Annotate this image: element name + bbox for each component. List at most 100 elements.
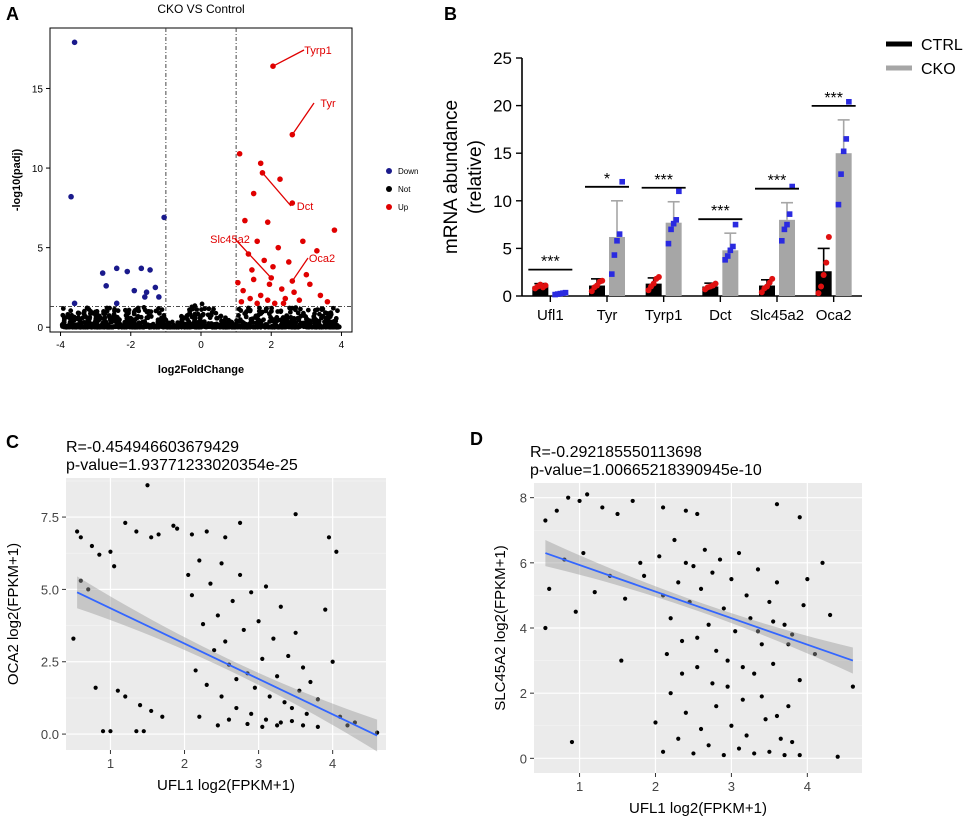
data-point bbox=[812, 651, 818, 657]
data-point bbox=[230, 598, 235, 604]
down-point bbox=[99, 270, 106, 276]
data-point bbox=[581, 550, 586, 556]
cko-data-point bbox=[786, 211, 793, 217]
data-point bbox=[714, 704, 719, 709]
data-point bbox=[278, 720, 283, 725]
not-point bbox=[335, 308, 340, 314]
x-axis-label: log2FoldChange bbox=[158, 364, 244, 376]
category-label: Slc45a2 bbox=[750, 307, 804, 324]
not-point bbox=[206, 306, 212, 312]
data-point bbox=[679, 638, 685, 644]
not-point bbox=[92, 309, 98, 315]
up-point bbox=[282, 295, 289, 302]
up-point bbox=[242, 217, 248, 224]
data-point bbox=[657, 554, 662, 559]
data-point bbox=[577, 498, 582, 504]
up-point bbox=[307, 281, 313, 288]
data-point bbox=[304, 711, 309, 716]
not-point bbox=[269, 316, 275, 322]
not-point bbox=[198, 319, 204, 325]
data-point bbox=[676, 580, 681, 585]
up-point bbox=[300, 238, 306, 245]
not-point bbox=[192, 303, 198, 309]
regression-line bbox=[76, 591, 378, 737]
down-point bbox=[113, 300, 120, 307]
not-point bbox=[64, 324, 70, 329]
not-point bbox=[141, 305, 147, 310]
data-point bbox=[729, 723, 734, 728]
x-tick-label: 1 bbox=[576, 779, 583, 794]
not-point bbox=[226, 324, 232, 330]
data-point bbox=[219, 694, 224, 699]
not-point bbox=[316, 318, 322, 324]
data-point bbox=[619, 658, 624, 663]
cko-data-point bbox=[779, 237, 785, 244]
x-tick-label: 0 bbox=[198, 340, 204, 351]
not-point bbox=[334, 324, 339, 330]
data-point bbox=[275, 674, 280, 679]
data-point bbox=[156, 532, 161, 537]
data-point bbox=[771, 619, 776, 624]
data-point bbox=[721, 752, 726, 758]
ctrl-data-point bbox=[712, 280, 719, 287]
data-point bbox=[115, 688, 120, 693]
data-point bbox=[748, 616, 753, 621]
data-point bbox=[600, 505, 605, 510]
data-point bbox=[149, 535, 154, 540]
data-point bbox=[260, 656, 265, 661]
data-point bbox=[300, 665, 306, 670]
data-point bbox=[850, 684, 855, 689]
data-point bbox=[289, 705, 295, 711]
not-point bbox=[297, 323, 302, 329]
bar-ctrl bbox=[589, 285, 605, 296]
not-point bbox=[104, 308, 110, 314]
not-point bbox=[106, 324, 112, 330]
data-point bbox=[134, 729, 139, 734]
data-point bbox=[820, 560, 825, 565]
data-point bbox=[271, 636, 276, 641]
data-point bbox=[134, 529, 139, 534]
data-point bbox=[93, 685, 98, 690]
up-point bbox=[317, 292, 324, 299]
data-point bbox=[286, 653, 291, 659]
not-point bbox=[211, 306, 216, 312]
not-point bbox=[201, 319, 207, 325]
not-point bbox=[179, 313, 184, 319]
up-point bbox=[247, 295, 253, 302]
data-point bbox=[592, 590, 597, 595]
y-tick-label: 25 bbox=[493, 49, 512, 68]
not-point bbox=[255, 313, 261, 319]
label-leader-line bbox=[291, 257, 309, 282]
bar-ctrl bbox=[815, 271, 832, 296]
not-point bbox=[330, 305, 336, 311]
not-point bbox=[143, 324, 149, 330]
legend-label: Up bbox=[398, 203, 409, 212]
down-point bbox=[71, 300, 78, 307]
y-tick-label: 0 bbox=[520, 751, 527, 766]
not-point bbox=[326, 321, 331, 327]
data-point bbox=[547, 586, 552, 591]
data-point bbox=[223, 639, 228, 644]
up-point bbox=[303, 271, 310, 278]
x-tick-label: 4 bbox=[339, 340, 345, 351]
data-point bbox=[237, 520, 243, 525]
not-point bbox=[312, 307, 318, 313]
data-point bbox=[683, 710, 688, 715]
data-point bbox=[375, 730, 380, 735]
not-point bbox=[75, 310, 81, 316]
data-point bbox=[683, 560, 688, 565]
x-tick-label: 2 bbox=[181, 756, 188, 771]
data-point bbox=[714, 648, 719, 653]
data-point bbox=[137, 703, 143, 708]
y-tick-label: 0.0 bbox=[41, 727, 59, 742]
data-point bbox=[759, 642, 764, 647]
up-point bbox=[236, 150, 243, 157]
not-point bbox=[86, 306, 92, 312]
not-point bbox=[185, 324, 191, 330]
not-point bbox=[165, 323, 170, 329]
significance-mark: *** bbox=[768, 173, 787, 190]
up-point bbox=[275, 244, 282, 251]
not-point bbox=[66, 312, 72, 318]
data-point bbox=[315, 724, 320, 729]
